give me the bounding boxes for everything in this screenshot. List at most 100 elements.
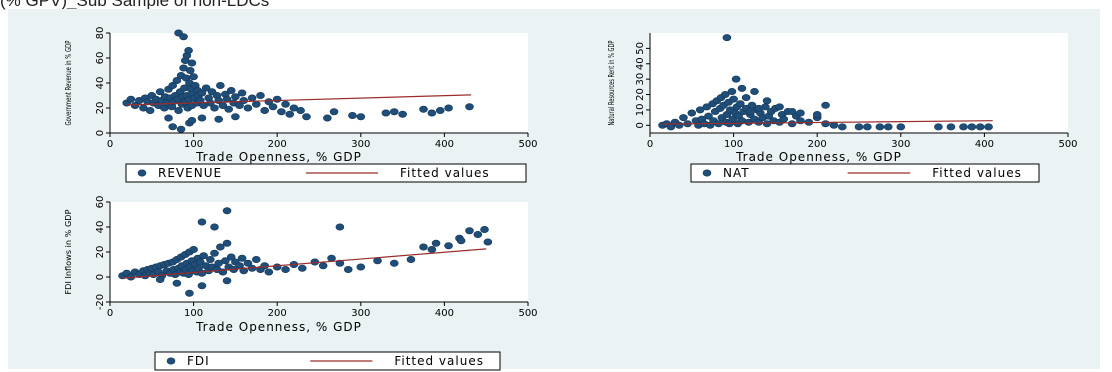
data-point — [796, 109, 805, 117]
data-point — [155, 88, 165, 96]
data-point — [285, 110, 295, 118]
data-point — [224, 105, 234, 113]
data-point — [231, 93, 240, 101]
y-tick-label: 0 — [635, 122, 646, 128]
data-point — [231, 113, 240, 121]
data-point — [189, 73, 198, 81]
y-tick-label: 60 — [95, 196, 106, 209]
data-point — [737, 84, 747, 92]
data-point — [256, 92, 265, 100]
legend-label-fitted: Fitted values — [932, 166, 1022, 180]
data-point — [762, 97, 772, 105]
data-point — [465, 103, 474, 111]
data-point — [281, 100, 290, 108]
graph-panel: 0 100 200 300 400 500 0 20 40 60 80 Trade Openness,… — [8, 9, 1100, 371]
data-point — [729, 95, 738, 103]
x-tick-label: 300 — [351, 139, 370, 150]
data-point — [210, 223, 219, 231]
legend-label-points: NAT — [723, 166, 750, 180]
data-point — [787, 107, 797, 115]
legend: NAT Fitted values — [690, 163, 1040, 183]
data-point — [184, 46, 193, 54]
x-axis-title: Trade Openness, % GDP — [735, 150, 902, 164]
data-point — [444, 242, 453, 250]
data-point — [444, 104, 453, 112]
data-point — [456, 237, 466, 245]
y-tick-label: 0 — [95, 274, 106, 280]
data-point — [984, 123, 993, 131]
y-tick-label: 40 — [635, 57, 646, 70]
y-tick-label: 20 — [95, 246, 106, 259]
y-tick-label: -20 — [95, 294, 106, 310]
data-point — [389, 108, 399, 116]
data-point — [875, 123, 885, 131]
data-point — [735, 100, 745, 108]
y-tick-label: 40 — [95, 221, 106, 234]
data-point — [946, 123, 956, 131]
data-point — [197, 218, 207, 226]
data-point — [419, 243, 428, 251]
legend-label-fitted: Fitted values — [400, 166, 490, 180]
x-tick-label: 500 — [518, 139, 537, 150]
data-point — [934, 123, 943, 131]
y-axis-title: Natural Resources Rent in % GDP — [607, 40, 616, 125]
x-tick-label: 200 — [268, 308, 287, 319]
data-point — [480, 226, 489, 234]
data-point — [221, 257, 230, 265]
data-point — [329, 108, 339, 116]
data-point — [197, 282, 207, 290]
data-point — [435, 107, 445, 115]
data-point — [854, 123, 864, 131]
data-point — [195, 258, 205, 266]
x-tick-label: 0 — [107, 308, 113, 319]
data-point — [226, 253, 236, 261]
y-tick-label: 50 — [635, 42, 646, 55]
data-point — [168, 123, 177, 131]
data-point — [216, 82, 225, 90]
data-point — [187, 117, 197, 125]
data-point — [720, 91, 730, 99]
data-point — [959, 123, 968, 131]
y-tick-label: 60 — [95, 52, 106, 65]
data-point — [130, 102, 140, 110]
data-point — [679, 114, 688, 122]
data-point — [222, 207, 232, 215]
data-point — [762, 120, 772, 128]
x-tick-label: 400 — [435, 139, 454, 150]
data-point — [837, 123, 847, 131]
data-point — [252, 256, 261, 264]
data-point — [272, 263, 282, 271]
data-point — [431, 239, 441, 247]
data-point — [967, 123, 977, 131]
data-point — [145, 107, 155, 115]
data-point — [206, 256, 215, 264]
data-point — [335, 259, 345, 267]
data-point — [775, 103, 784, 111]
y-tick-label: 30 — [635, 73, 646, 86]
data-point — [746, 107, 755, 115]
data-point — [348, 112, 357, 120]
data-point — [704, 112, 713, 120]
data-point — [239, 97, 249, 105]
data-point — [779, 115, 789, 123]
chart-1: 0 100 200 300 400 500 0 20 40 60 80 Trade Openness,… — [64, 27, 538, 183]
data-point — [373, 257, 382, 265]
y-tick-label: 80 — [95, 27, 106, 40]
data-point — [398, 110, 407, 118]
data-point — [419, 105, 428, 113]
legend-point-marker — [702, 169, 712, 177]
data-point — [406, 256, 416, 264]
data-point — [281, 265, 290, 273]
data-point — [323, 114, 332, 122]
data-point — [235, 102, 244, 110]
y-tick-label: 20 — [635, 88, 646, 101]
legend-point-marker — [137, 169, 147, 177]
data-point — [172, 279, 182, 287]
data-point — [272, 95, 282, 103]
chart-2: 0 100 200 300 400 500 0 10 20 30 40 50 Trade Opennes… — [607, 33, 1078, 183]
data-point — [277, 108, 286, 116]
data-point — [389, 259, 399, 267]
x-tick-label: 500 — [518, 308, 537, 319]
data-point — [335, 223, 345, 231]
legend-point-marker — [166, 357, 176, 365]
